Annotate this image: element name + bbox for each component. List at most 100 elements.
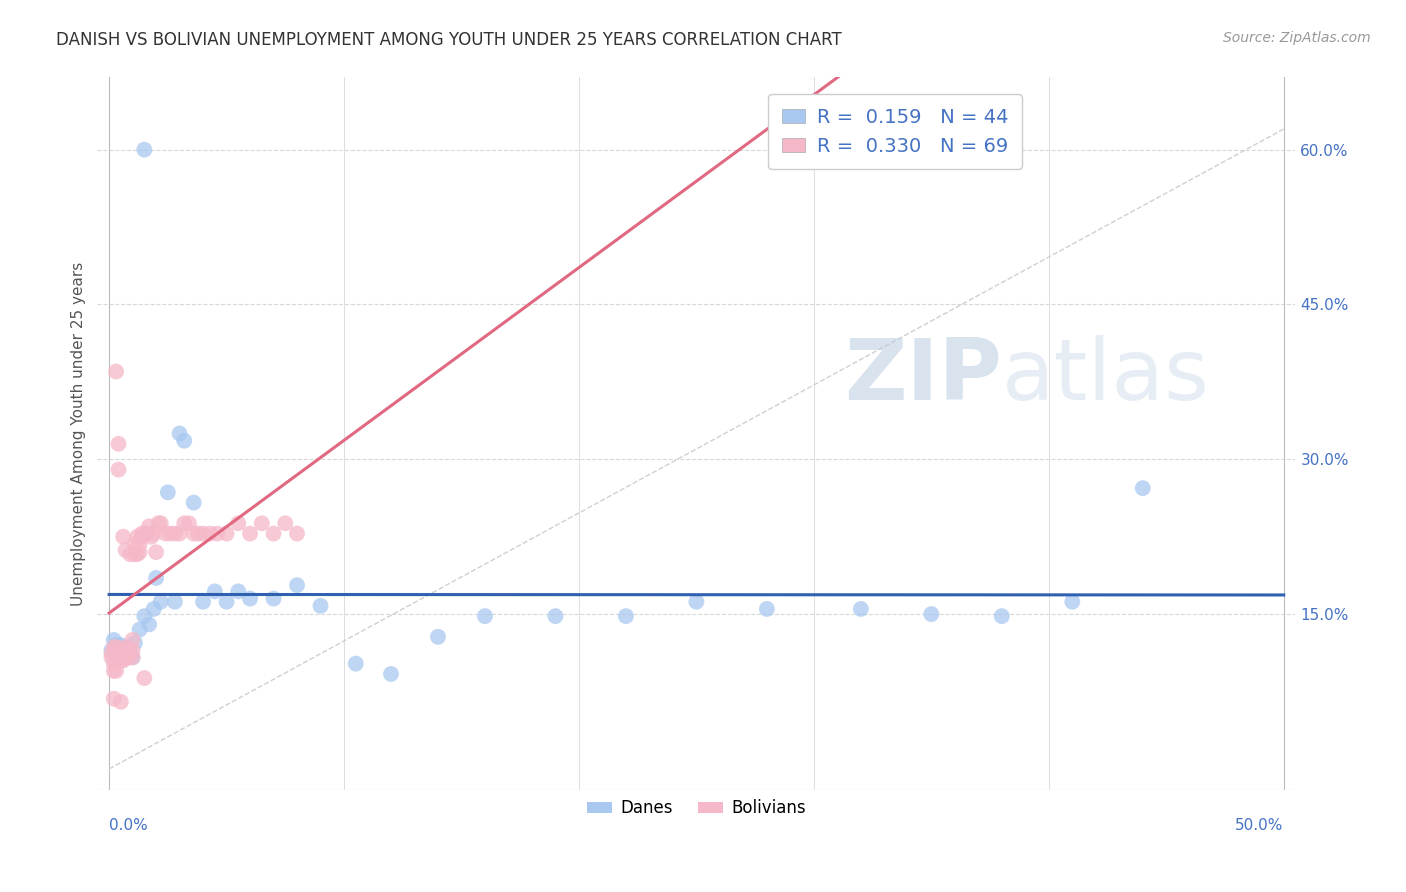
Point: [142, 526, 165, 541]
Point: [274, 516, 297, 531]
Point: [239, 591, 262, 606]
Point: [163, 595, 186, 609]
Point: [128, 537, 150, 551]
Point: [614, 609, 637, 624]
Point: [110, 695, 132, 709]
Point: [105, 638, 128, 652]
Point: [100, 646, 122, 660]
Point: [114, 640, 136, 654]
Point: [226, 584, 249, 599]
Point: [112, 643, 135, 657]
Point: [100, 643, 122, 657]
Point: [173, 516, 195, 531]
Point: [114, 543, 136, 558]
Point: [149, 595, 172, 609]
Point: [204, 584, 226, 599]
Point: [110, 650, 132, 665]
Text: 0.0%: 0.0%: [110, 819, 148, 833]
Point: [177, 516, 200, 531]
Point: [1132, 481, 1154, 495]
Point: [149, 516, 172, 531]
Point: [120, 646, 142, 660]
Point: [124, 636, 146, 650]
Point: [107, 648, 129, 663]
Point: [124, 547, 146, 561]
Point: [145, 571, 167, 585]
Point: [110, 638, 132, 652]
Point: [191, 595, 214, 609]
Point: [205, 526, 228, 541]
Point: [121, 650, 143, 665]
Point: [107, 462, 129, 476]
Point: [156, 485, 179, 500]
Point: [755, 602, 778, 616]
Point: [183, 495, 205, 509]
Point: [135, 526, 157, 541]
Point: [215, 526, 238, 541]
Point: [103, 640, 125, 654]
Point: [134, 671, 156, 685]
Point: [263, 526, 285, 541]
Point: [110, 643, 132, 657]
Point: [131, 526, 153, 541]
Text: atlas: atlas: [1002, 335, 1209, 418]
Point: [121, 643, 143, 657]
Point: [117, 643, 139, 657]
Point: [380, 667, 402, 681]
Point: [187, 526, 209, 541]
Point: [263, 591, 285, 606]
Point: [127, 547, 149, 561]
Point: [100, 650, 122, 665]
Point: [107, 650, 129, 665]
Point: [107, 646, 129, 660]
Point: [134, 143, 156, 157]
Point: [685, 595, 707, 609]
Point: [120, 547, 142, 561]
Point: [344, 657, 367, 671]
Point: [114, 650, 136, 665]
Point: [103, 691, 125, 706]
Point: [128, 545, 150, 559]
Point: [920, 607, 942, 621]
Point: [155, 526, 177, 541]
Point: [239, 526, 262, 541]
Point: [134, 609, 156, 624]
Point: [127, 530, 149, 544]
Point: [183, 526, 205, 541]
Point: [131, 530, 153, 544]
Text: 50.0%: 50.0%: [1236, 819, 1284, 833]
Point: [138, 617, 160, 632]
Point: [117, 646, 139, 660]
Point: [105, 646, 128, 660]
Point: [191, 526, 214, 541]
Point: [849, 602, 872, 616]
Point: [124, 537, 146, 551]
Point: [117, 640, 139, 654]
Point: [135, 526, 157, 541]
Point: [112, 654, 135, 668]
Y-axis label: Unemployment Among Youth under 25 years: Unemployment Among Youth under 25 years: [72, 261, 86, 606]
Text: DANISH VS BOLIVIAN UNEMPLOYMENT AMONG YOUTH UNDER 25 YEARS CORRELATION CHART: DANISH VS BOLIVIAN UNEMPLOYMENT AMONG YO…: [56, 31, 842, 49]
Point: [110, 646, 132, 660]
Point: [173, 434, 195, 448]
Point: [309, 599, 332, 613]
Point: [105, 664, 128, 678]
Point: [141, 530, 163, 544]
Point: [134, 526, 156, 541]
Point: [427, 630, 450, 644]
Point: [110, 654, 132, 668]
Point: [544, 609, 567, 624]
Point: [107, 437, 129, 451]
Point: [142, 602, 165, 616]
Point: [105, 365, 128, 379]
Point: [121, 632, 143, 647]
Point: [285, 526, 308, 541]
Point: [198, 526, 221, 541]
Point: [103, 664, 125, 678]
Point: [148, 516, 170, 531]
Point: [114, 650, 136, 665]
Point: [226, 516, 249, 531]
Point: [103, 657, 125, 671]
Text: ZIP: ZIP: [844, 335, 1002, 418]
Point: [112, 530, 135, 544]
